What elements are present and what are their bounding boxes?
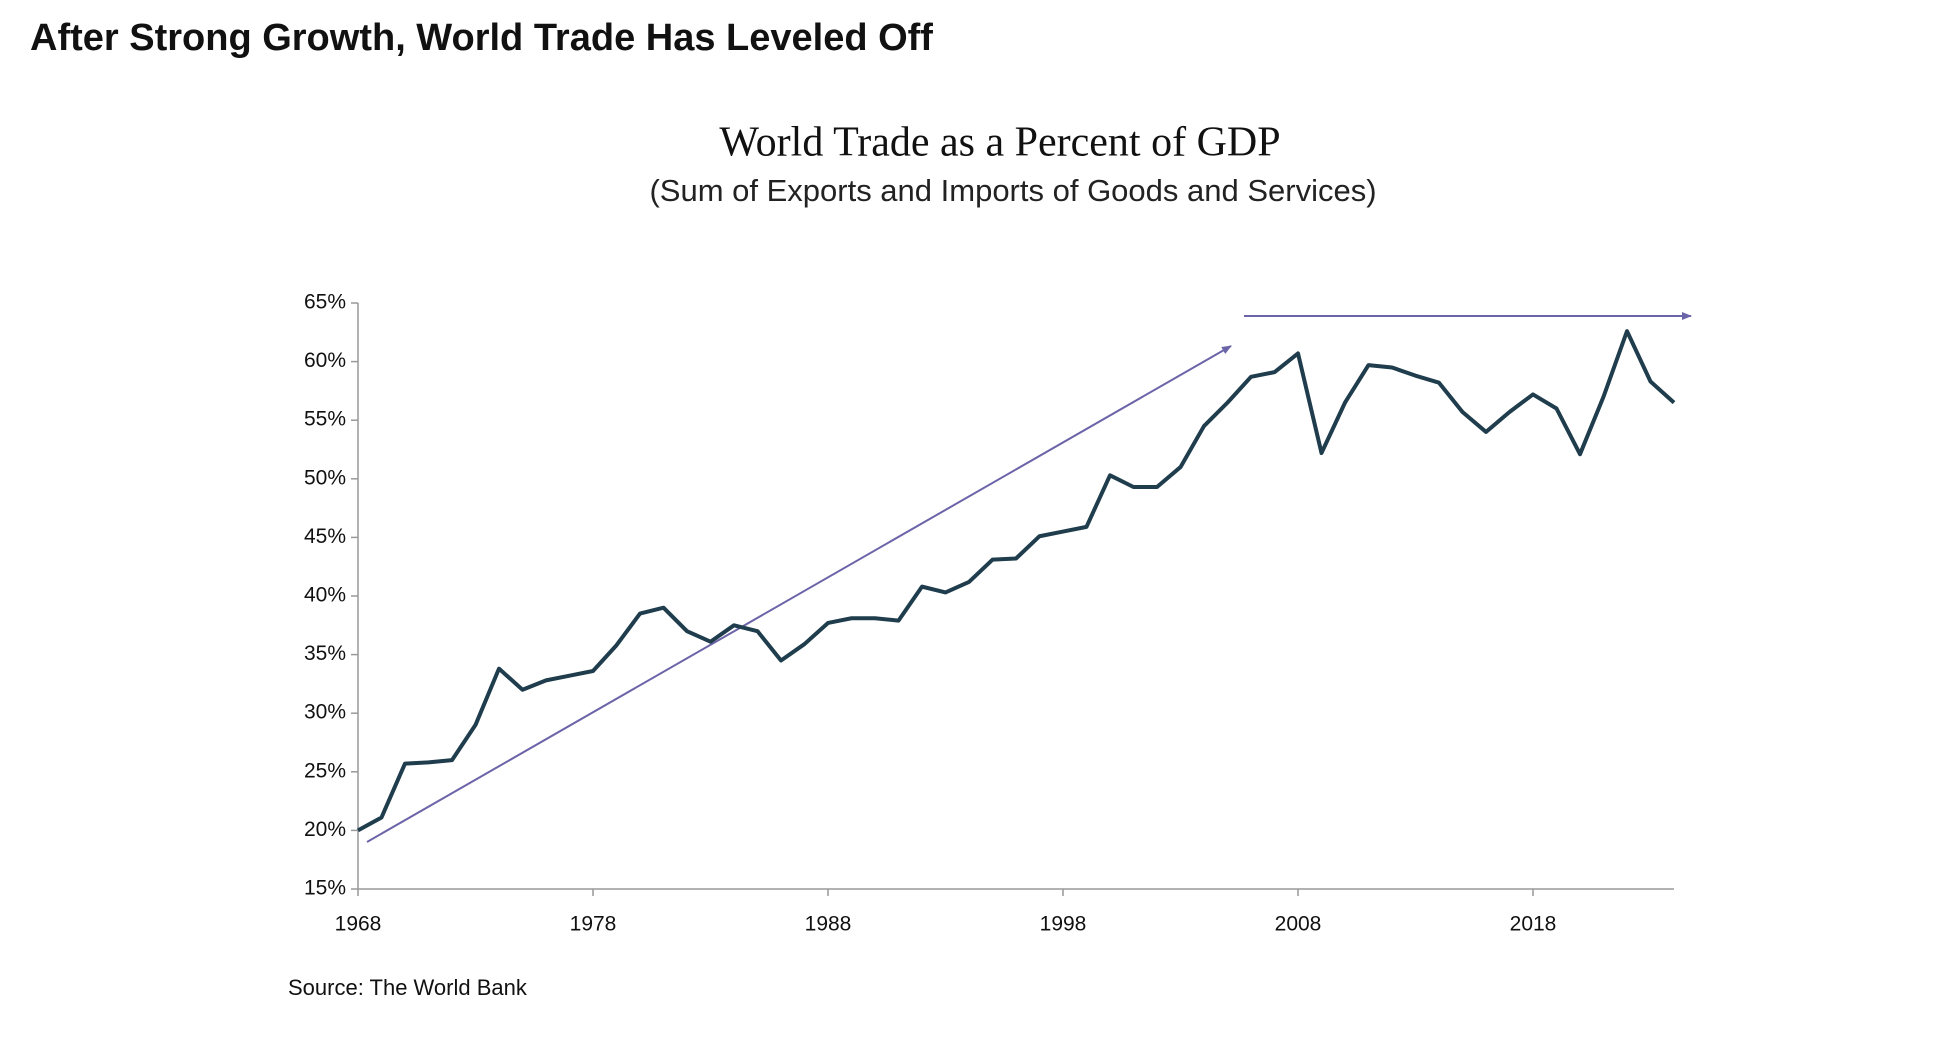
y-tick-label: 40% xyxy=(304,584,346,607)
x-tick-label: 1978 xyxy=(570,913,617,936)
x-tick-label: 2018 xyxy=(1510,913,1557,936)
data-line xyxy=(357,329,1676,833)
y-tick-label: 35% xyxy=(304,642,346,665)
y-tick-label: 55% xyxy=(304,408,346,431)
y-tick-label: 20% xyxy=(304,818,346,841)
y-tick-label: 15% xyxy=(304,877,346,900)
x-tick-label: 2008 xyxy=(1275,913,1322,936)
source: Source: The World Bank xyxy=(288,975,528,1000)
y-tick-label: 50% xyxy=(304,466,346,489)
trend-arrow xyxy=(366,345,1232,843)
y-tick-label: 60% xyxy=(304,349,346,372)
y-tick-label: 30% xyxy=(304,701,346,724)
x-tick-label: 1988 xyxy=(805,913,852,936)
y-tick-label: 65% xyxy=(304,291,346,314)
x-tick-label: 1968 xyxy=(335,913,382,936)
y-tick-label: 45% xyxy=(304,525,346,548)
chart-title: World Trade as a Percent of GDP xyxy=(719,120,1280,166)
x-tick-label: 1998 xyxy=(1040,913,1087,936)
heading: After Strong Growth, World Trade Has Lev… xyxy=(30,17,933,59)
y-tick-label: 25% xyxy=(304,759,346,782)
chart-subtitle: (Sum of Exports and Imports of Goods and… xyxy=(649,173,1376,208)
